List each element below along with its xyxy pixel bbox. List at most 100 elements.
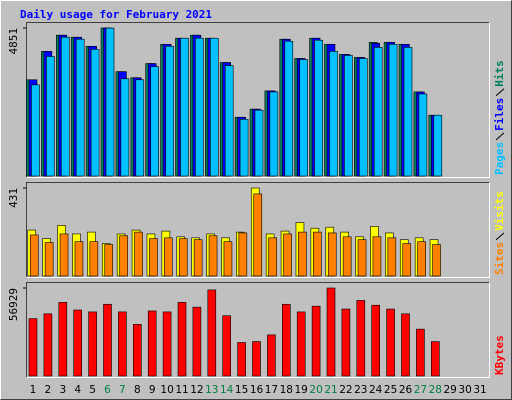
bar bbox=[180, 37, 189, 177]
x-tick-label: 30 bbox=[458, 384, 471, 396]
bar bbox=[120, 78, 130, 177]
bar bbox=[60, 36, 70, 177]
bar bbox=[357, 239, 367, 277]
x-tick-label: 25 bbox=[384, 384, 397, 396]
bar bbox=[284, 40, 294, 177]
bar bbox=[73, 309, 82, 377]
bar bbox=[299, 59, 309, 177]
x-tick-label: 24 bbox=[369, 384, 383, 396]
bar bbox=[58, 302, 68, 377]
bar bbox=[104, 244, 114, 277]
x-tick-label: 4 bbox=[74, 384, 81, 396]
x-tick-label: 8 bbox=[134, 384, 141, 396]
bar bbox=[210, 37, 219, 177]
x-tick-label: 12 bbox=[190, 384, 203, 396]
bar bbox=[326, 287, 336, 377]
bar bbox=[327, 232, 337, 277]
x-tick-label: 1 bbox=[30, 384, 37, 396]
bar bbox=[134, 231, 143, 277]
bar bbox=[344, 55, 353, 177]
bar bbox=[356, 300, 366, 377]
bar bbox=[150, 66, 159, 177]
x-tick-label: 11 bbox=[175, 384, 188, 396]
x-tick-label: 18 bbox=[280, 384, 293, 396]
x-tick-label: 13 bbox=[205, 384, 218, 396]
x-tick-label: 5 bbox=[89, 384, 96, 396]
x-tick-label: 19 bbox=[295, 384, 308, 396]
bar bbox=[371, 304, 381, 377]
bar bbox=[253, 193, 263, 277]
bar bbox=[432, 244, 441, 277]
legend-separator bbox=[495, 232, 505, 241]
bar bbox=[193, 239, 203, 277]
bar bbox=[149, 238, 158, 277]
bevel bbox=[26, 22, 490, 178]
bar bbox=[133, 324, 142, 377]
bar bbox=[238, 232, 248, 277]
x-tick-label: 27 bbox=[414, 384, 427, 396]
bar bbox=[417, 241, 426, 277]
bar bbox=[342, 236, 352, 277]
bar bbox=[311, 305, 321, 377]
bar bbox=[237, 342, 246, 377]
bar bbox=[329, 51, 338, 177]
x-tick-label: 15 bbox=[235, 384, 248, 396]
bevel bbox=[26, 282, 490, 378]
x-tick-label: 22 bbox=[339, 384, 352, 396]
legend-label: Hits bbox=[493, 60, 506, 87]
bar bbox=[105, 27, 115, 177]
bar bbox=[386, 308, 395, 377]
bar bbox=[103, 303, 112, 377]
legend-label: Pages bbox=[493, 142, 506, 175]
bar bbox=[177, 302, 187, 377]
x-tick-label: 29 bbox=[444, 384, 457, 396]
x-tick-label: 14 bbox=[220, 384, 234, 396]
bar bbox=[74, 241, 84, 277]
bar bbox=[281, 303, 291, 377]
bar bbox=[268, 237, 277, 277]
bar bbox=[283, 233, 292, 277]
bar bbox=[31, 84, 40, 177]
bar bbox=[433, 114, 443, 177]
bar bbox=[178, 238, 188, 277]
bar bbox=[296, 311, 306, 377]
bar bbox=[224, 65, 234, 177]
bar bbox=[118, 311, 127, 377]
bar bbox=[418, 93, 428, 177]
bar bbox=[207, 289, 217, 377]
bevel bbox=[26, 182, 490, 278]
bevel bbox=[26, 282, 490, 378]
bar bbox=[387, 237, 397, 277]
x-tick-label: 20 bbox=[309, 384, 322, 396]
bar bbox=[372, 236, 382, 277]
x-tick-label: 23 bbox=[354, 384, 367, 396]
bar bbox=[269, 91, 279, 177]
x-tick-label: 16 bbox=[250, 384, 264, 396]
legend-separator bbox=[495, 88, 505, 97]
bar bbox=[254, 109, 264, 177]
bar bbox=[162, 311, 172, 377]
x-tick-label: 3 bbox=[59, 384, 66, 396]
bar bbox=[28, 318, 38, 377]
bar bbox=[314, 39, 323, 177]
x-tick-label: 2 bbox=[45, 384, 52, 396]
bar bbox=[402, 243, 412, 277]
bar bbox=[90, 49, 100, 177]
bar bbox=[59, 233, 69, 277]
bar bbox=[135, 79, 145, 177]
bar bbox=[298, 231, 307, 277]
bar bbox=[358, 58, 368, 177]
bar bbox=[401, 313, 410, 377]
bevel bbox=[26, 182, 490, 278]
bar bbox=[75, 38, 85, 177]
legend-label: Visits bbox=[493, 191, 506, 231]
legend-label: KBytes bbox=[493, 335, 506, 375]
bar bbox=[46, 56, 55, 177]
x-tick-label: 10 bbox=[160, 384, 173, 396]
x-tick-label: 21 bbox=[324, 384, 337, 396]
y-tick-label: 56929 bbox=[7, 288, 20, 321]
bar bbox=[192, 306, 202, 377]
bar bbox=[313, 231, 322, 277]
